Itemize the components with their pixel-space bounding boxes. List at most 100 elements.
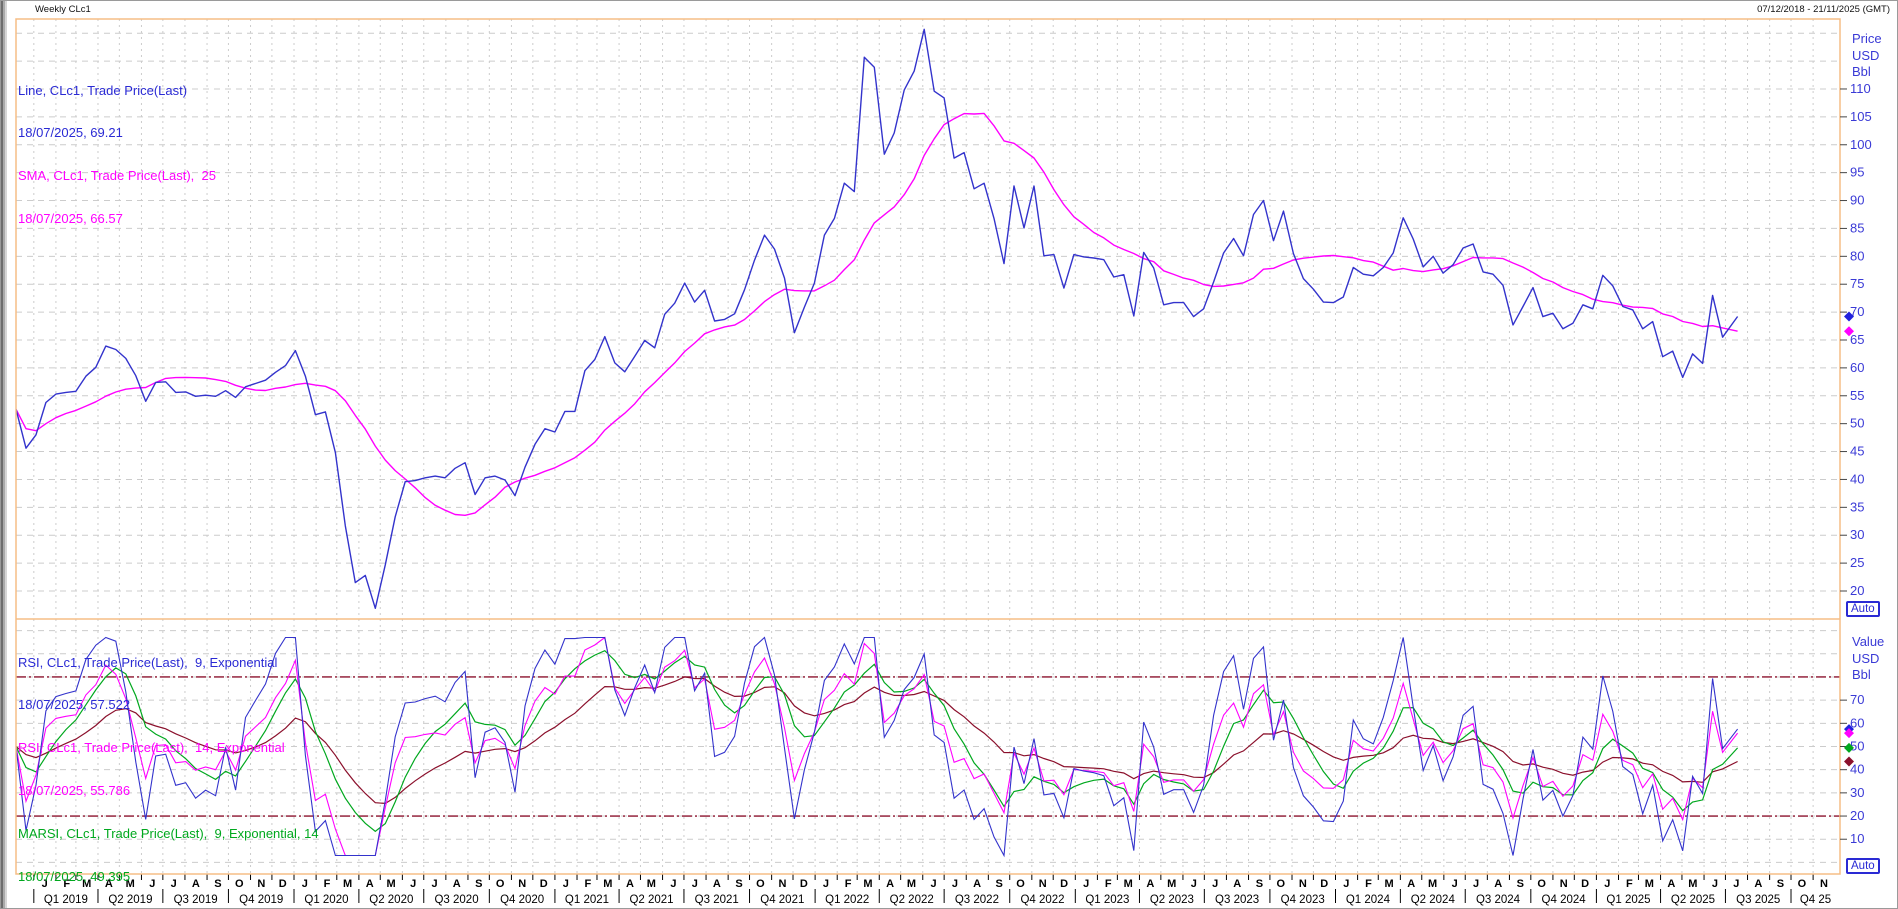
month-tick-label: O — [496, 878, 505, 890]
month-tick-label: J — [432, 878, 438, 890]
quarter-tick-label: Q4 2023 — [1281, 894, 1325, 906]
month-tick-label: O — [1276, 878, 1285, 890]
month-tick-label: O — [756, 878, 765, 890]
month-tick-label: S — [475, 878, 482, 890]
axis-tick-label: 75 — [1850, 276, 1864, 291]
axis-tick-label: 90 — [1850, 193, 1864, 208]
month-tick-label: A — [973, 878, 981, 890]
quarter-tick-label: Q2 2022 — [890, 894, 934, 906]
month-tick-label: A — [1146, 878, 1154, 890]
quarter-tick-label: Q2 2025 — [1671, 894, 1715, 906]
month-tick-label: D — [1581, 878, 1589, 890]
month-tick-label: J — [1343, 878, 1349, 890]
quarter-tick-label: Q3 2020 — [434, 894, 478, 906]
month-tick-label: A — [1754, 878, 1762, 890]
axis-tick-label: 110 — [1850, 81, 1871, 96]
month-tick-label: N — [518, 878, 526, 890]
month-tick-label: S — [1777, 878, 1784, 890]
axis-tick-label: 70 — [1850, 692, 1864, 707]
month-tick-label: A — [626, 878, 634, 890]
month-tick-label: J — [670, 878, 676, 890]
quarter-tick-label: Q2 2020 — [369, 894, 413, 906]
month-tick-label: D — [540, 878, 548, 890]
quarter-tick-label: Q1 2021 — [565, 894, 609, 906]
month-tick-label: A — [1407, 878, 1415, 890]
month-tick-label: J — [1212, 878, 1218, 890]
month-tick-label: D — [1320, 878, 1328, 890]
month-tick-label: M — [863, 878, 872, 890]
axis-tick-label: 30 — [1850, 785, 1864, 800]
lower-marker-2 — [1844, 742, 1854, 753]
quarter-tick-label: Q1 2025 — [1606, 894, 1650, 906]
axis-tick-label: 45 — [1850, 444, 1864, 459]
month-tick-label: M — [1645, 878, 1654, 890]
month-tick-label: A — [453, 878, 461, 890]
axis-tick-label: 85 — [1850, 220, 1864, 235]
rsi-9-line — [16, 636, 1739, 858]
lower-axis-auto-button[interactable]: Auto — [1846, 858, 1880, 874]
month-tick-label: J — [171, 878, 177, 890]
axis-tick-label: 50 — [1850, 416, 1864, 431]
quarter-tick-label: Q2 2024 — [1411, 894, 1456, 906]
month-tick-label: A — [192, 878, 200, 890]
main-marker-1 — [1844, 326, 1854, 337]
main-plot-area[interactable] — [16, 19, 1840, 619]
date-range-label: 07/12/2018 - 21/11/2025 (GMT) — [1757, 4, 1890, 15]
rsi-threshold-lines — [16, 676, 1840, 817]
quarter-tick-label: Q1 2023 — [1085, 894, 1129, 906]
grid — [16, 19, 1840, 874]
axis-tick-label: 25 — [1850, 555, 1864, 570]
main-series — [16, 28, 1739, 609]
panel-borders — [15, 18, 1841, 875]
month-tick-label: N — [779, 878, 787, 890]
month-tick-label: F — [1105, 878, 1112, 890]
axis-tick-label: 70 — [1850, 304, 1864, 319]
month-tick-label: M — [1428, 878, 1437, 890]
month-tick-label: D — [800, 878, 808, 890]
quarter-tick-label: Q1 2020 — [304, 894, 348, 906]
main-marker-0 — [1844, 311, 1854, 322]
window-title: Weekly CLc1 — [35, 4, 91, 15]
month-tick-label: M — [343, 878, 352, 890]
month-tick-label: J — [1452, 878, 1458, 890]
month-tick-label: N — [1039, 878, 1047, 890]
window-left-border — [1, 1, 7, 908]
lower-plot-area[interactable] — [16, 619, 1840, 874]
last-value-markers — [1844, 311, 1854, 767]
quarter-tick-label: Q3 2022 — [955, 894, 999, 906]
lower-series — [16, 636, 1739, 858]
month-tick-label: F — [324, 878, 331, 890]
month-tick-label: N — [1299, 878, 1307, 890]
axis-tick-label: 65 — [1850, 332, 1864, 347]
quarter-tick-label: Q4 2019 — [239, 894, 283, 906]
month-tick-label: O — [1016, 878, 1025, 890]
quarter-tick-label: Q1 2019 — [44, 894, 88, 906]
quarter-tick-label: Q3 2024 — [1476, 894, 1521, 906]
month-tick-label: F — [1626, 878, 1633, 890]
main-axis-auto-button[interactable]: Auto — [1846, 601, 1880, 617]
quarter-tick-label: Q3 2021 — [695, 894, 739, 906]
quarter-tick-label: Q2 2019 — [108, 894, 152, 906]
value-axes: 110 105 100 95 90 85 80 75 70 65 60 55 50 45 40 35 30 25 2… — [1840, 81, 1872, 846]
month-tick-label: M — [907, 878, 916, 890]
axis-tick-label: 30 — [1850, 527, 1864, 542]
month-tick-label: N — [1820, 878, 1828, 890]
month-tick-label: F — [63, 878, 70, 890]
month-tick-label: J — [1712, 878, 1718, 890]
axis-tick-label: 80 — [1850, 248, 1864, 263]
month-tick-label: M — [1124, 878, 1133, 890]
month-tick-label: M — [1688, 878, 1697, 890]
month-tick-label: D — [1060, 878, 1068, 890]
quarter-tick-label: Q3 2025 — [1736, 894, 1780, 906]
month-tick-label: J — [692, 878, 698, 890]
month-tick-label: N — [1560, 878, 1568, 890]
quarter-tick-label: Q4 2020 — [500, 894, 544, 906]
month-tick-label: A — [886, 878, 894, 890]
axis-tick-label: 55 — [1850, 388, 1864, 403]
month-tick-label: S — [1256, 878, 1263, 890]
month-tick-label: F — [845, 878, 852, 890]
axis-tick-label: 60 — [1850, 715, 1864, 730]
month-tick-label: N — [257, 878, 265, 890]
